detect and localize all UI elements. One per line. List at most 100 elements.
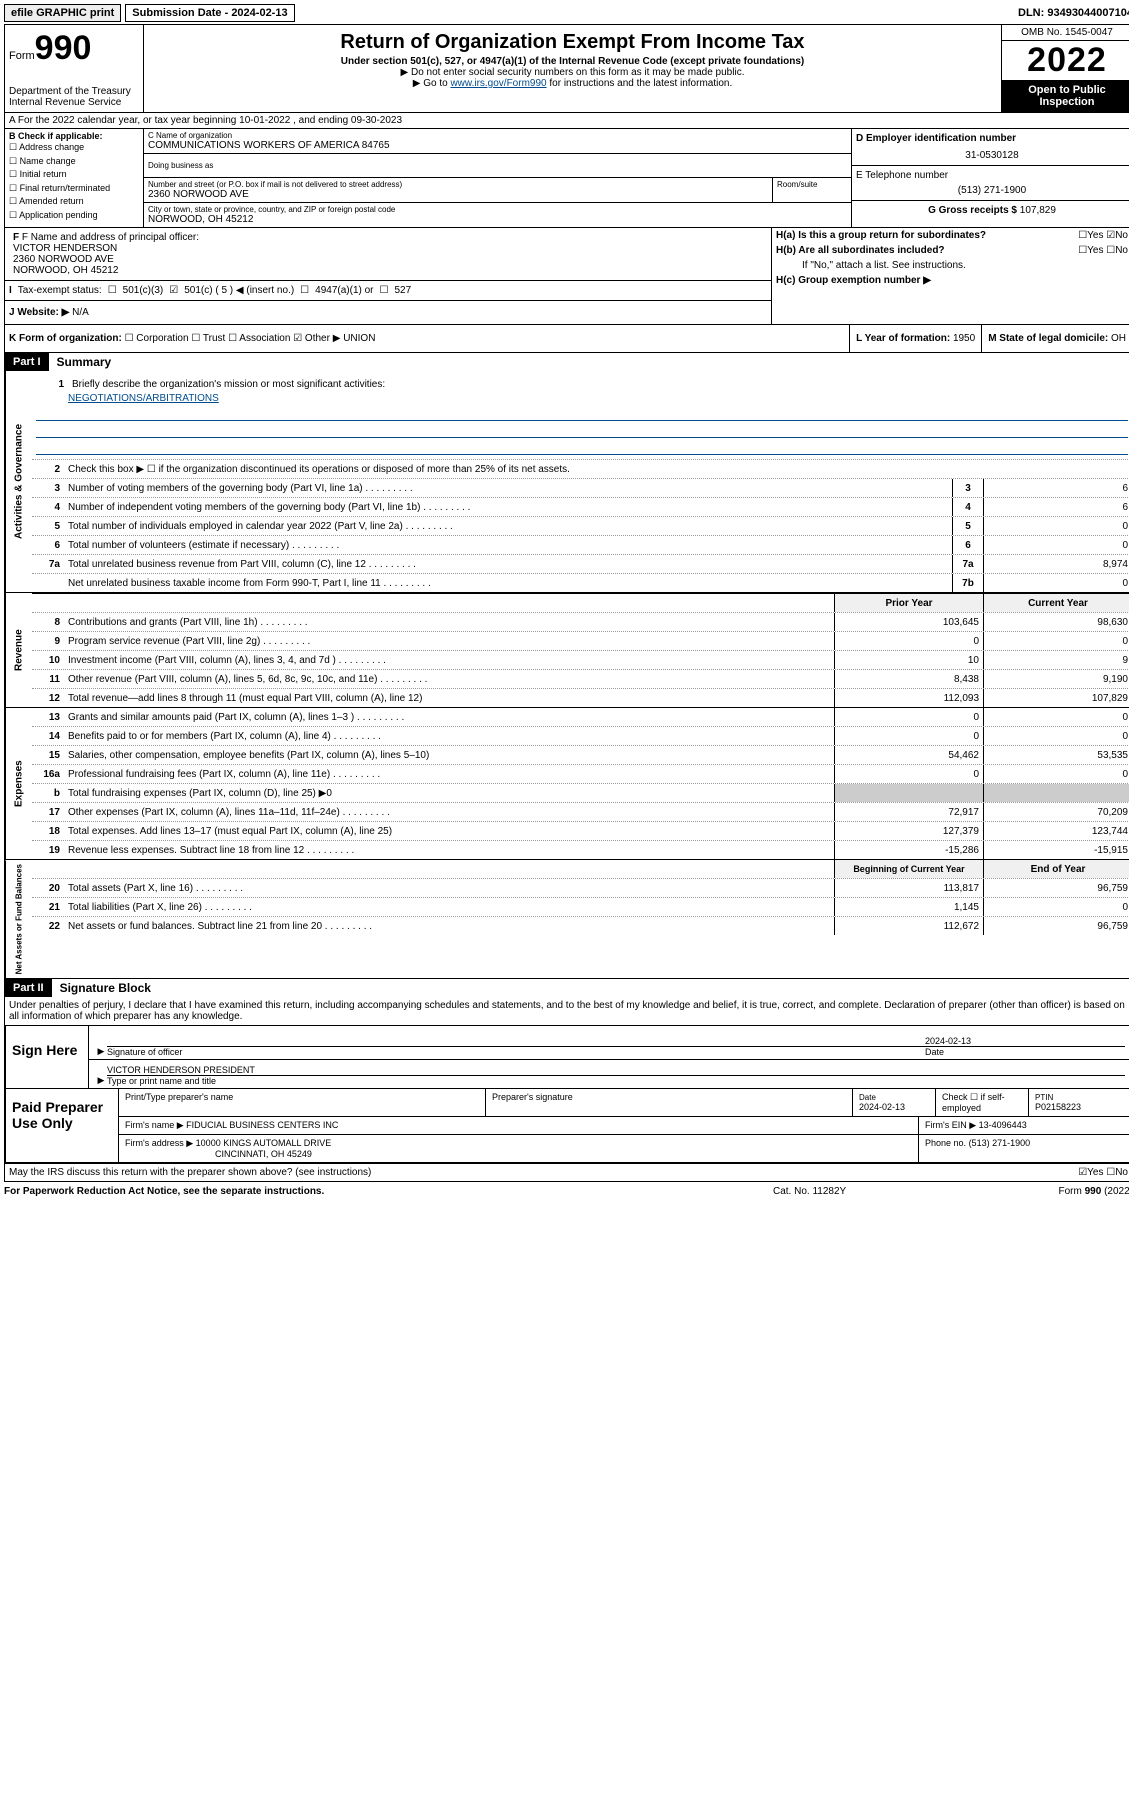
line19-text: Revenue less expenses. Subtract line 18 … [64,843,834,858]
line5-text: Total number of individuals employed in … [64,519,952,534]
dba-label: Doing business as [148,161,213,170]
part2-title: Signature Block [52,979,1129,997]
col-d: D Employer identification number 31-0530… [851,129,1129,227]
cb-name[interactable]: ☐ Name change [9,155,139,169]
page-footer: For Paperwork Reduction Act Notice, see … [4,1182,1129,1201]
line14-text: Benefits paid to or for members (Part IX… [64,729,834,744]
opt-501c3: 501(c)(3) [123,285,164,296]
line18-py: 127,379 [834,822,983,840]
line11-cy: 9,190 [983,670,1129,688]
ptin-value: P02158223 [1035,1102,1081,1112]
m-value: OH [1111,333,1126,344]
hdr-current-year: Current Year [983,594,1129,612]
dln: DLN: 93493044007104 [1018,7,1129,19]
line9-cy: 0 [983,632,1129,650]
f-label: F Name and address of principal officer: [22,232,199,243]
form-subtitle: Under section 501(c), 527, or 4947(a)(1)… [152,56,993,67]
line15-py: 54,462 [834,746,983,764]
form-container: Form990 Department of the Treasury Inter… [4,24,1129,1182]
phone-label: Phone no. [925,1138,966,1148]
efile-button[interactable]: efile GRAPHIC print [4,4,121,22]
sig-name: VICTOR HENDERSON PRESIDENT [107,1065,1125,1076]
part1-title: Summary [49,353,1129,371]
prep-selfemp: Check ☐ if self-employed [936,1089,1029,1116]
line7a-text: Total unrelated business revenue from Pa… [64,557,952,572]
side-netassets: Net Assets or Fund Balances [5,860,32,978]
line18-cy: 123,744 [983,822,1129,840]
addr-label: Number and street (or P.O. box if mail i… [148,180,768,189]
line18-text: Total expenses. Add lines 13–17 (must eq… [64,824,834,839]
may-discuss: May the IRS discuss this return with the… [9,1167,1078,1178]
line22-text: Net assets or fund balances. Subtract li… [64,919,834,934]
penalties-text: Under penalties of perjury, I declare th… [5,997,1129,1026]
line13-cy: 0 [983,708,1129,726]
cb-527[interactable]: ☐ [380,285,389,296]
footer-left: For Paperwork Reduction Act Notice, see … [4,1186,773,1197]
line16a-cy: 0 [983,765,1129,783]
cb-501c[interactable]: ☑ [169,285,178,296]
line14-cy: 0 [983,727,1129,745]
hb-note: If "No," attach a list. See instructions… [772,258,1129,273]
col-b-header: B Check if applicable: [9,131,139,141]
line6-value: 0 [983,536,1129,554]
cb-4947[interactable]: ☐ [300,285,309,296]
cb-501c3[interactable]: ☐ [108,285,117,296]
col-b-checkboxes: B Check if applicable: ☐ Address change … [5,129,144,227]
line20-text: Total assets (Part X, line 16) [64,881,834,896]
line16a-py: 0 [834,765,983,783]
dept-treasury: Department of the Treasury [9,86,131,97]
irs-link[interactable]: www.irs.gov/Form990 [450,78,546,89]
prep-name-label: Print/Type preparer's name [125,1092,233,1102]
j-label: Website: ▶ [17,307,69,318]
line19-cy: -15,915 [983,841,1129,859]
f-addr1: 2360 NORWOOD AVE [13,254,763,265]
col-c-org: C Name of organization COMMUNICATIONS WO… [144,129,851,227]
line7b-value: 0 [983,574,1129,592]
firm-ein: 13-4096443 [979,1120,1027,1130]
hdr-prior-year: Prior Year [834,594,983,612]
line22-cy: 96,759 [983,917,1129,935]
section-k: K Form of organization: ☐ Corporation ☐ … [5,325,1129,353]
line13-text: Grants and similar amounts paid (Part IX… [64,710,834,725]
cb-amended[interactable]: ☐ Amended return [9,195,139,209]
room-label: Room/suite [773,178,851,202]
firm-addr2: CINCINNATI, OH 45249 [125,1149,312,1159]
side-revenue: Revenue [5,593,32,707]
line8-py: 103,645 [834,613,983,631]
org-name-label: C Name of organization [148,131,847,140]
l-label: L Year of formation: [856,333,950,344]
k-options: ☐ Corporation ☐ Trust ☐ Association ☑ Ot… [125,333,341,344]
line1-text: Briefly describe the organization's miss… [68,377,1128,392]
f-addr2: NORWOOD, OH 45212 [13,265,763,276]
cb-address[interactable]: ☐ Address change [9,141,139,155]
note-ssn: ▶ Do not enter social security numbers o… [152,67,993,78]
line20-py: 113,817 [834,879,983,897]
prep-date: 2024-02-13 [859,1102,905,1112]
city-value: NORWOOD, OH 45212 [148,214,847,225]
ein-label: D Employer identification number [856,133,1128,144]
part2-header: Part II Signature Block [5,979,1129,997]
line13-py: 0 [834,708,983,726]
cb-pending[interactable]: ☐ Application pending [9,209,139,223]
firm-name: FIDUCIAL BUSINESS CENTERS INC [186,1120,338,1130]
line12-cy: 107,829 [983,689,1129,707]
city-label: City or town, state or province, country… [148,205,847,214]
gross-value: 107,829 [1020,205,1056,216]
sig-name-label: Type or print name and title [107,1076,216,1086]
cb-final[interactable]: ☐ Final return/terminated [9,182,139,196]
omb-number: OMB No. 1545-0047 [1002,25,1129,41]
footer-mid: Cat. No. 11282Y [773,1186,973,1197]
cb-initial[interactable]: ☐ Initial return [9,168,139,182]
f-name: VICTOR HENDERSON [13,243,763,254]
part1-header: Part I Summary [5,353,1129,371]
part2-num: Part II [5,980,52,996]
line8-cy: 98,630 [983,613,1129,631]
line2-text: Check this box ▶ ☐ if the organization d… [64,462,1129,477]
line19-py: -15,286 [834,841,983,859]
sign-here-label: Sign Here [6,1026,88,1088]
top-bar: efile GRAPHIC print Submission Date - 20… [4,4,1129,22]
section-expenses: Expenses 13Grants and similar amounts pa… [5,708,1129,860]
mission-link[interactable]: NEGOTIATIONS/ARBITRATIONS [68,393,219,404]
hb-answer: ☐Yes ☐No [1078,245,1128,256]
sign-block: Sign Here ▶ Signature of officer 2024-02… [5,1026,1129,1089]
